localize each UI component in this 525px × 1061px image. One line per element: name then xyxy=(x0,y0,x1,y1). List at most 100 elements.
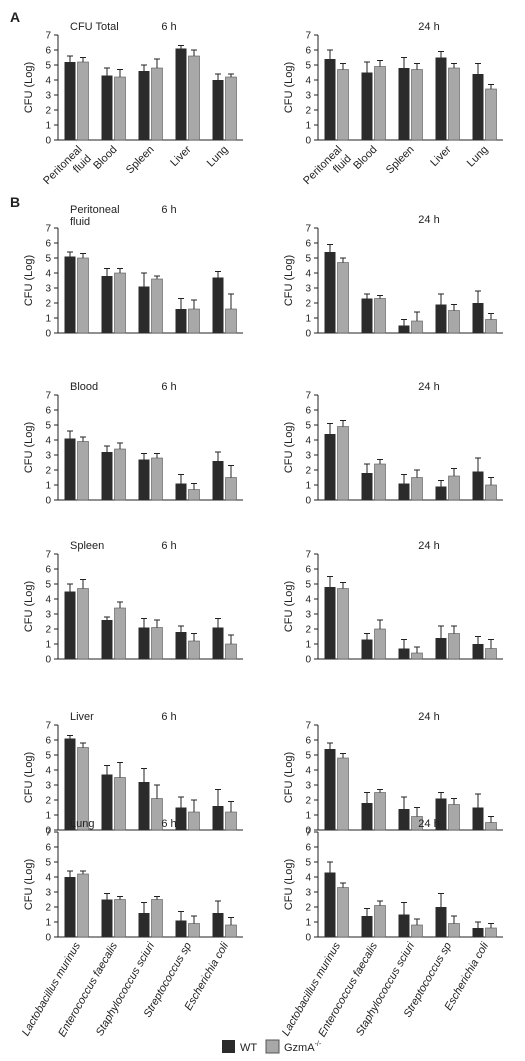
chart-time: 6 h xyxy=(161,818,176,830)
y-tick-label: 7 xyxy=(45,224,51,235)
y-tick-label: 0 xyxy=(45,826,51,837)
bar-gzma xyxy=(448,633,460,660)
y-tick-label: 0 xyxy=(305,329,311,340)
bar-wt xyxy=(324,252,336,333)
y-tick-label: 6 xyxy=(45,843,51,854)
y-tick-label: 5 xyxy=(305,421,311,432)
y-tick-label: 5 xyxy=(45,580,51,591)
bar-wt xyxy=(64,738,76,830)
bar-wt xyxy=(435,304,447,333)
bar-wt xyxy=(435,798,447,830)
y-tick-label: 1 xyxy=(305,918,311,929)
bar-gzma xyxy=(114,272,126,334)
bar-wt xyxy=(472,807,484,830)
bar-gzma xyxy=(77,588,89,660)
bar-gzma xyxy=(448,475,460,501)
chart-title: Liver xyxy=(70,711,94,723)
bar-wt xyxy=(212,277,224,333)
bar-wt xyxy=(324,749,336,830)
y-tick-label: 7 xyxy=(45,31,51,42)
y-tick-label: 5 xyxy=(305,858,311,869)
y-tick-label: 7 xyxy=(45,828,51,839)
bar-wt xyxy=(175,920,187,937)
y-tick-label: 7 xyxy=(305,31,311,42)
y-tick-label: 7 xyxy=(305,828,311,839)
y-tick-label: 3 xyxy=(45,888,51,899)
bar-gzma xyxy=(448,923,460,938)
chart-time: 24 h xyxy=(418,214,439,226)
chart-B-PF-24: 0 1 2 3 4 5 6 7 CFU (Log) 24 h xyxy=(283,214,503,340)
bar-wt xyxy=(64,877,76,937)
y-tick-label: 1 xyxy=(305,811,311,822)
legend-label-wt: WT xyxy=(240,1042,257,1054)
bar-wt xyxy=(101,774,113,830)
y-tick-label: 4 xyxy=(305,873,311,884)
chart-B-SP-6: 0 1 2 3 4 5 6 7 CFU (Log) Spleen 6 h xyxy=(23,540,243,666)
bar-gzma xyxy=(114,777,126,831)
bar-wt xyxy=(398,68,410,140)
chart-title-line2: fluid xyxy=(70,216,90,228)
bar-gzma xyxy=(225,811,237,831)
y-tick-label: 2 xyxy=(45,903,51,914)
y-tick-label: 3 xyxy=(305,451,311,462)
y-tick-label: 1 xyxy=(45,640,51,651)
y-tick-label: 2 xyxy=(45,299,51,310)
bar-gzma xyxy=(77,873,89,938)
y-tick-label: 0 xyxy=(45,933,51,944)
chart-time: 24 h xyxy=(418,21,439,33)
bar-wt xyxy=(138,782,150,830)
bar-gzma xyxy=(448,804,460,831)
bar-gzma xyxy=(114,607,126,660)
chart-time: 24 h xyxy=(418,540,439,552)
x-tick-label: Lung xyxy=(205,144,231,170)
bar-wt xyxy=(138,71,150,140)
bar-gzma xyxy=(188,308,200,334)
chart-time: 6 h xyxy=(161,204,176,216)
bar-wt xyxy=(472,74,484,140)
y-tick-label: 5 xyxy=(45,421,51,432)
chart-time: 6 h xyxy=(161,711,176,723)
y-tick-label: 3 xyxy=(45,781,51,792)
bar-gzma xyxy=(225,643,237,660)
y-tick-label: 4 xyxy=(305,766,311,777)
y-tick-label: 1 xyxy=(305,121,311,132)
panel-label-a: A xyxy=(10,9,20,25)
y-tick-label: 6 xyxy=(305,736,311,747)
bar-wt xyxy=(324,434,336,500)
y-tick-label: 2 xyxy=(305,106,311,117)
y-tick-label: 6 xyxy=(45,406,51,417)
y-tick-label: 5 xyxy=(45,254,51,265)
y-axis-label: CFU (Log) xyxy=(283,255,295,306)
y-axis-label: CFU (Log) xyxy=(283,859,295,910)
y-tick-label: 3 xyxy=(305,284,311,295)
bar-gzma xyxy=(411,320,423,334)
bar-gzma xyxy=(374,463,386,501)
bar-wt xyxy=(138,913,150,937)
chart-B-BL-6: 0 1 2 3 4 5 6 7 CFU (Log) Blood 6 h xyxy=(23,381,243,507)
chart-time: 6 h xyxy=(161,540,176,552)
bar-gzma xyxy=(448,310,460,334)
y-tick-label: 1 xyxy=(305,481,311,492)
y-axis-label: CFU (Log) xyxy=(283,581,295,632)
bar-wt xyxy=(212,806,224,830)
bar-gzma xyxy=(485,88,497,141)
bar-wt xyxy=(212,913,224,937)
y-tick-label: 4 xyxy=(45,436,51,447)
y-tick-label: 2 xyxy=(305,625,311,636)
y-tick-label: 1 xyxy=(45,481,51,492)
bar-gzma xyxy=(374,298,386,334)
bar-wt xyxy=(175,309,187,333)
bar-wt xyxy=(435,57,447,140)
chart-time: 6 h xyxy=(161,381,176,393)
y-tick-label: 6 xyxy=(45,46,51,57)
y-tick-label: 2 xyxy=(305,796,311,807)
y-axis-label: CFU (Log) xyxy=(283,62,295,113)
bar-gzma xyxy=(114,76,126,141)
chart-B-BL-24: 0 1 2 3 4 5 6 7 CFU (Log) 24 h xyxy=(283,381,503,507)
bar-wt xyxy=(138,627,150,659)
chart-title: Lung xyxy=(70,818,94,830)
x-tick-label: Spleen xyxy=(124,144,157,177)
chart-time: 24 h xyxy=(418,711,439,723)
